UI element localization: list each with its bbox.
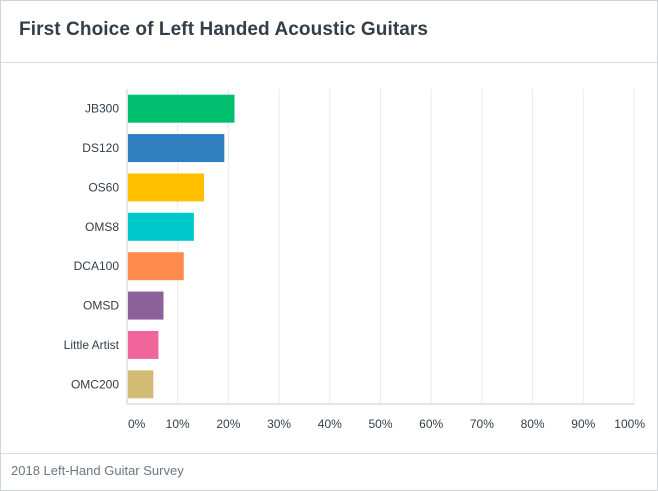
category-label: OMSD [83, 299, 119, 313]
bar [128, 134, 225, 163]
category-label: OMS8 [85, 220, 119, 234]
x-tick-label: 20% [216, 417, 240, 431]
category-label: JB300 [85, 102, 119, 116]
x-tick-label: 60% [419, 417, 443, 431]
bar [128, 291, 164, 320]
bar [128, 94, 235, 123]
bar [128, 330, 159, 359]
survey-name: 2018 Left-Hand Guitar Survey [11, 463, 184, 478]
bar [128, 212, 194, 241]
category-label: DS120 [82, 141, 119, 155]
x-axis: 0% 10% 20% 30% 40% 50% 60% 70% 80% 90% 100% [126, 89, 645, 431]
footer-divider [1, 453, 657, 454]
category-label: DCA100 [74, 259, 120, 273]
grid-lines [177, 89, 635, 404]
bar [128, 173, 205, 202]
bar [128, 252, 184, 281]
chart-title: First Choice of Left Handed Acoustic Gui… [19, 19, 429, 40]
category-labels: JB300 DS120 OS60 OMS8 DCA100 OMSD Little Artis… [64, 102, 120, 392]
x-tick-label: 40% [318, 417, 342, 431]
x-tick-label: 100% [614, 417, 645, 431]
title-divider [1, 62, 657, 63]
x-tick-label: 50% [368, 417, 392, 431]
x-tick-label: 70% [470, 417, 494, 431]
x-tick-label: 30% [267, 417, 291, 431]
x-tick-label: 80% [521, 417, 545, 431]
bar [128, 370, 154, 399]
x-tick-label: 0% [128, 417, 146, 431]
bars [128, 94, 235, 399]
x-tick-label: 90% [571, 417, 595, 431]
category-label: OS60 [88, 180, 119, 194]
x-tick-label: 10% [166, 417, 190, 431]
category-label: Little Artist [64, 338, 120, 352]
bar-chart: JB300 DS120 OS60 OMS8 DCA100 OMSD Little Artis… [64, 89, 645, 431]
category-label: OMC200 [71, 377, 119, 391]
